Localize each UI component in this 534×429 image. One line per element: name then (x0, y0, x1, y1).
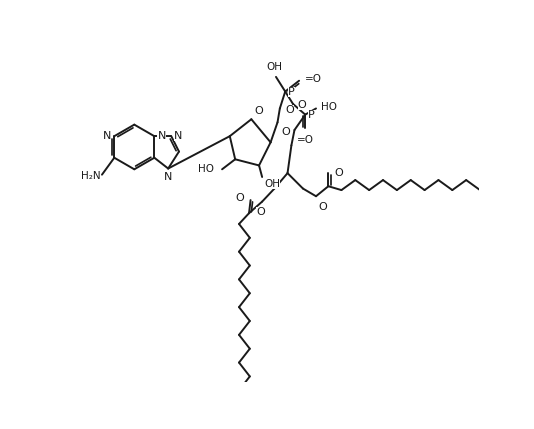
Text: H₂N: H₂N (81, 171, 101, 181)
Text: =O: =O (297, 135, 314, 145)
Text: O: O (235, 193, 244, 203)
Text: O: O (318, 202, 327, 211)
Text: P: P (308, 110, 315, 120)
Text: O: O (334, 168, 343, 178)
Text: HO: HO (199, 164, 214, 174)
Text: O: O (254, 106, 263, 116)
Text: N: N (158, 131, 166, 141)
Text: O: O (282, 127, 290, 137)
Text: HO: HO (320, 102, 336, 112)
Text: N: N (103, 131, 111, 141)
Text: =O: =O (305, 74, 322, 84)
Text: OH: OH (266, 61, 282, 72)
Text: O: O (297, 100, 307, 110)
Text: N: N (174, 131, 183, 141)
Text: O: O (285, 105, 294, 115)
Text: N: N (164, 172, 172, 181)
Text: P: P (288, 87, 295, 97)
Text: O: O (256, 207, 265, 217)
Text: OH: OH (264, 178, 280, 188)
